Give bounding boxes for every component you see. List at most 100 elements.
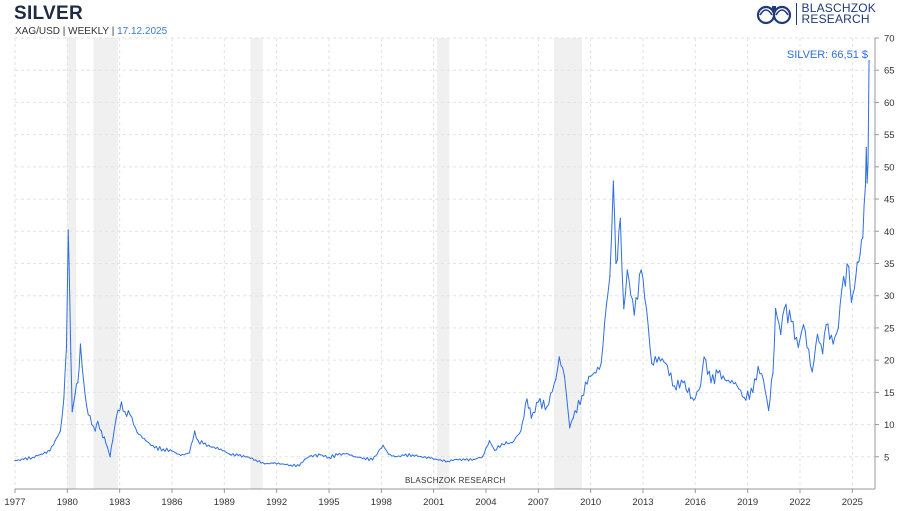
silver-price-point [481,456,484,458]
silver-price-point [85,404,88,406]
silver-price-point [272,462,274,464]
silver-price-point [645,308,648,310]
silver-price-point [202,443,204,445]
y-tick-label: 30 [884,291,895,302]
silver-price-point [866,182,868,184]
logo-line-2: RESEARCH [801,12,870,26]
silver-price-point [63,398,65,400]
silver-price-point [171,450,173,452]
silver-price-point [309,455,311,457]
silver-price-point [77,382,79,384]
silver-price-point [180,454,182,457]
silver-price-point [537,401,539,403]
silver-price-point [337,454,339,456]
silver-price-point [211,446,213,448]
silver-price-point [665,362,667,364]
silver-price-point [623,308,625,310]
chart-title: SILVER [14,3,84,24]
silver-price-point [743,396,745,399]
silver-price-point [40,453,42,455]
silver-price-point [699,385,702,387]
y-tick-label: 70 [884,34,895,45]
watermark-text: BLASCHZOK RESEARCH [405,476,506,485]
silver-price-line [14,60,870,468]
silver-price-point [403,454,405,457]
x-tick-label: 2016 [685,497,706,508]
silver-price-point [447,460,449,462]
silver-price-point [605,304,607,306]
silver-price-point [71,411,73,413]
recession-bands [67,38,582,489]
silver-price-point [162,448,164,450]
silver-price-point [372,459,374,461]
silver-price-point [394,456,396,458]
silver-price-point [726,380,728,382]
silver-price-point [612,180,614,182]
chart-subtitle: XAG/USD | WEEKLY | 17.12.2025 [15,26,167,37]
silver-price-point [298,465,300,467]
silver-price-point [837,327,839,329]
silver-price-point [563,375,566,377]
silver-price-point [67,269,69,271]
silver-price-point [79,343,82,345]
x-tick-label: 1992 [266,497,287,508]
silver-price-point [530,417,532,419]
silver-price-point [136,431,138,433]
silver-price-point [859,253,861,255]
silver-price-point [802,324,805,326]
silver-price-point [363,457,365,459]
silver-price-point [767,409,770,411]
subtitle-prefix: XAG/USD | WEEKLY | [15,26,118,37]
silver-price-point [106,446,109,448]
silver-price-point [354,456,356,458]
silver-price-point [494,449,496,451]
silver-price-point [54,440,56,442]
logo-divider [795,3,797,25]
x-tick-label: 1998 [371,497,392,508]
silver-price-point [692,399,695,401]
silver-price-point [81,365,83,368]
silver-price-point [129,414,131,416]
silver-price-point [651,362,653,364]
x-tick-label: 1986 [161,497,182,508]
silver-price-point [429,457,431,459]
y-tick-label: 45 [884,195,895,206]
silver-price-point [717,372,719,374]
y-tick-label: 5 [884,452,889,463]
silver-price-point [246,456,248,458]
silver-price-point [752,391,754,393]
logo-line-1: BLASCHZOK [801,1,876,15]
silver-price-point [811,371,813,373]
silver-price-point [703,356,705,358]
silver-price-point [115,417,117,419]
silver-price-point [619,217,621,219]
y-tick-label: 50 [884,162,895,173]
silver-price-point [501,443,503,445]
silver-price-point [546,405,548,408]
x-tick-label: 2007 [528,497,549,508]
silver-price-point [734,382,737,384]
silver-price-point [473,458,475,460]
price-annotation: SILVER: 66,51 $ [787,49,868,61]
x-tick-label: 2001 [423,497,444,508]
silver-price-point [124,411,126,413]
logo-text: BLASCHZOK RESEARCH [801,1,877,26]
silver-price-point [790,320,792,323]
silver-price-point [100,430,102,432]
silver-price-point [290,464,292,466]
silver-price-point [797,346,799,348]
y-tick-label: 10 [884,420,895,431]
silver-price-point [520,430,522,432]
silver-price-point [673,385,675,387]
silver-price-point [488,440,491,442]
x-tick-label: 1983 [109,497,130,508]
silver-price-point [526,398,528,400]
grid-lines [14,37,875,489]
silver-price-point [867,163,869,165]
silver-price-point [263,463,266,465]
silver-price-point [862,237,864,239]
silver-price-point [303,458,306,460]
silver-price-point [281,463,283,465]
silver-price-point [783,308,785,310]
